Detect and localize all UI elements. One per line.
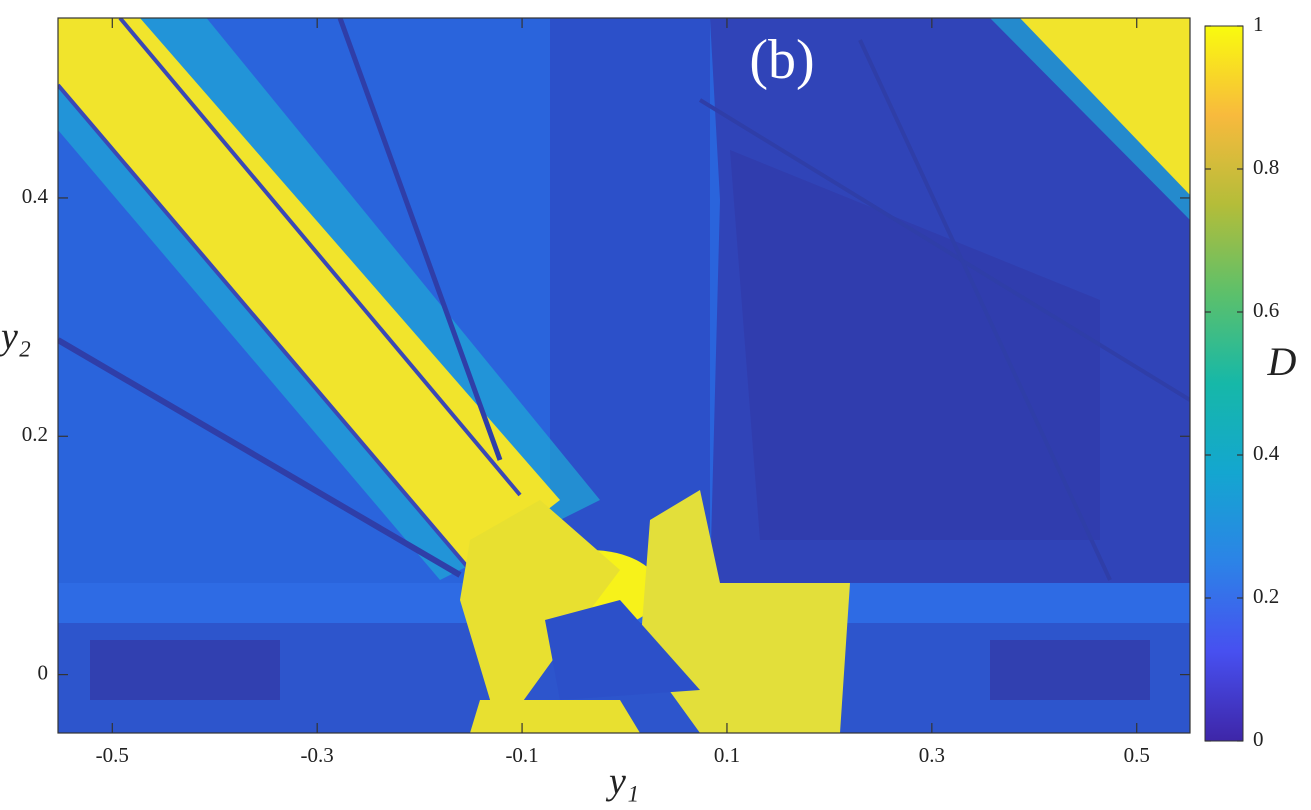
x-tick-label: -0.5: [96, 743, 129, 767]
x-tick-label: -0.3: [301, 743, 334, 767]
x-tick-label: 0.3: [919, 743, 945, 767]
heatmap-region: [460, 500, 620, 733]
y-axis-label: y₂: [0, 316, 31, 358]
colorbar: [1204, 25, 1244, 742]
colorbar-tick-label: 0.6: [1253, 298, 1279, 322]
heatmap-region: [1020, 18, 1190, 195]
heatmap-feature: [858, 39, 1112, 581]
heatmap-region: [730, 150, 1100, 540]
heatmap-feature: [58, 337, 462, 578]
heatmap-region: [990, 640, 1150, 700]
colorbar-tick-label: 1: [1253, 12, 1264, 36]
y-tick-label: 0.4: [22, 184, 49, 208]
x-axis-label: y₁: [605, 761, 639, 803]
heatmap-region: [640, 490, 850, 733]
x-tick-label: 0.5: [1124, 743, 1150, 767]
heatmap-feature: [337, 18, 503, 461]
heatmap-region: [545, 600, 700, 700]
panel-label: (b): [749, 29, 814, 91]
heatmap-region: [90, 640, 280, 700]
heatmap-feature: [118, 18, 522, 497]
colorbar-tick-label: 0.8: [1253, 155, 1279, 179]
heatmap-feature: [698, 98, 1190, 402]
y-tick-label: 0: [38, 660, 49, 684]
colorbar-tick-label: 0.4: [1253, 441, 1280, 465]
y-tick-label: 0.2: [22, 422, 48, 446]
heatmap-region: [470, 700, 640, 733]
x-tick-label: -0.1: [505, 743, 538, 767]
x-tick-label: 0.1: [714, 743, 740, 767]
plot-frame: [57, 17, 1191, 734]
colorbar-tick-label: 0.2: [1253, 584, 1279, 608]
colorbar-tick-label: 0: [1253, 727, 1264, 751]
heatmap-region: [58, 18, 560, 570]
heatmap-feature: [58, 83, 472, 572]
heatmap-image: [58, 18, 1190, 733]
colorbar-label: D: [1267, 339, 1297, 384]
